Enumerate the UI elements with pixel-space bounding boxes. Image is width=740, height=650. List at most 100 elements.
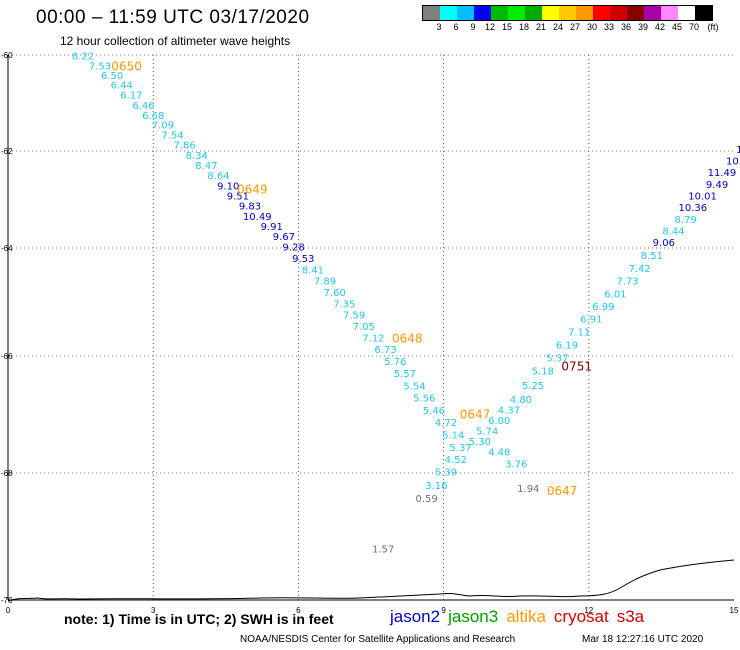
swh-observation: 9.06	[653, 238, 675, 249]
satellite-cryosat: cryosat	[553, 607, 609, 626]
legend-label: 3	[436, 22, 442, 32]
swh-observation: 5.57	[394, 369, 416, 380]
pass-time-label: 0649	[237, 183, 268, 197]
swh-observation: 7.89	[314, 277, 336, 288]
swh-observation: 7.60	[324, 288, 346, 299]
legend-label: 18	[518, 22, 530, 32]
swh-observation: 5.74	[476, 426, 498, 437]
legend-swatch	[525, 6, 542, 20]
legend-label: 39	[637, 22, 649, 32]
legend-swatch	[661, 6, 678, 20]
swh-observation: 4.52	[445, 455, 467, 466]
pass-time-label: 0751	[561, 360, 592, 374]
swh-observation: 7.73	[616, 277, 638, 288]
page-title: 00:00 – 11:59 UTC 03/17/2020	[36, 7, 310, 28]
swh-observation: 5.30	[469, 437, 491, 448]
legend-label: 42	[654, 22, 666, 32]
legend-label: 36	[620, 22, 632, 32]
legend-label: 70	[688, 22, 700, 32]
swh-observation: 6.91	[580, 315, 602, 326]
swh-observation: 9.10	[217, 181, 239, 192]
time-label-layer: 0650 0649 0648 0647 0751 0647	[111, 59, 592, 498]
legend-label: 15	[501, 22, 513, 32]
swh-observation: 6.99	[592, 302, 614, 313]
swh-observation: 7.54	[161, 131, 183, 142]
swh-observation: 10.36	[679, 203, 708, 214]
swh-observation: 6.68	[142, 111, 164, 122]
lat-tick-label: -70	[1, 596, 13, 605]
satellite-s3a: s3a	[616, 607, 645, 626]
swh-observation: 4.48	[488, 447, 510, 458]
swh-observation: 5.14	[442, 430, 464, 441]
legend-swatch	[491, 6, 508, 20]
antarctic-coastline	[7, 559, 735, 602]
legend-swatch	[457, 6, 474, 20]
swh-observation: 0.59	[416, 494, 438, 505]
pass-time-label: 0647	[547, 484, 578, 498]
legend-swatch	[474, 6, 491, 20]
swh-observation: 9.28	[282, 243, 304, 254]
legend-swatch	[593, 6, 610, 20]
legend-label: (ft)	[707, 22, 719, 32]
lon-tick-label: 6	[296, 606, 301, 615]
legend-swatch	[610, 6, 627, 20]
lon-tick-label: 12	[584, 606, 593, 615]
swh-observation: 8.47	[195, 161, 217, 172]
units-note: note: 1) Time is in UTC; 2) SWH is in fe…	[64, 611, 334, 627]
swh-observation: 5.56	[413, 394, 435, 405]
legend-label: 9	[470, 22, 476, 32]
color-legend-labels: 3 6 9 12 15 18 21 24 27 30 33 36 39 42 45 70 (ft)	[422, 22, 740, 34]
swh-observation: 8.44	[662, 226, 684, 237]
pass-time-label: 0648	[392, 332, 423, 346]
swh-observation: 9.67	[273, 232, 295, 243]
swh-observation: 5.39	[435, 468, 457, 479]
swh-observation: 7.05	[353, 322, 375, 333]
swh-observation: 9.91	[261, 222, 283, 233]
swh-observation: 8.22	[72, 51, 94, 62]
legend-swatch	[559, 6, 576, 20]
swh-observation: 6.17	[120, 91, 142, 102]
coastline	[7, 559, 735, 602]
legend-swatch	[678, 6, 695, 20]
swh-observation: 6.46	[132, 101, 154, 112]
legend-label: 33	[603, 22, 615, 32]
swh-observation: 9.49	[706, 180, 728, 191]
legend-label: 21	[535, 22, 547, 32]
swh-observation: 11.49	[708, 168, 737, 179]
swh-observation: 3.16	[425, 481, 447, 492]
swh-observation: 7.35	[333, 299, 355, 310]
swh-observation: 6.00	[488, 416, 510, 427]
legend-label: 24	[552, 22, 564, 32]
lat-tick-label: -64	[1, 244, 13, 253]
swh-observation: 6.19	[556, 340, 578, 351]
legend-label: 6	[453, 22, 459, 32]
legend-swatch	[423, 6, 440, 20]
swh-observation: 4.37	[498, 405, 520, 416]
swh-observation: 7.59	[343, 311, 365, 322]
legend-swatch	[576, 6, 593, 20]
legend-swatch	[695, 6, 712, 20]
legend-label: 27	[569, 22, 581, 32]
legend-swatch	[508, 6, 525, 20]
swh-observation: 6.44	[111, 81, 133, 92]
swh-observation: 7.42	[628, 264, 650, 275]
swh-observation: 10.	[726, 157, 740, 168]
swh-observation: 1.94	[517, 484, 539, 495]
swh-observation: 1.57	[372, 544, 394, 555]
swh-observation: 5.54	[403, 381, 425, 392]
lon-tick-label: 0	[6, 606, 11, 615]
swh-observation: 9.53	[292, 254, 314, 265]
lon-tick-label: 9	[441, 606, 446, 615]
legend-swatch	[542, 6, 559, 20]
swh-observation: 7.53	[89, 61, 111, 72]
swh-observation: 5.25	[522, 381, 544, 392]
lon-tick-label: 3	[151, 606, 156, 615]
swh-observation: 9.83	[239, 202, 261, 213]
page-subtitle: 12 hour collection of altimeter wave hei…	[60, 34, 291, 48]
swh-observation: 7.86	[174, 141, 196, 152]
swh-observation: 10.49	[243, 212, 272, 223]
swh-observation: 8.34	[186, 151, 208, 162]
swh-observation: 4.80	[510, 395, 532, 406]
legend-swatch	[440, 6, 457, 20]
swh-observation: 6.01	[604, 290, 626, 301]
